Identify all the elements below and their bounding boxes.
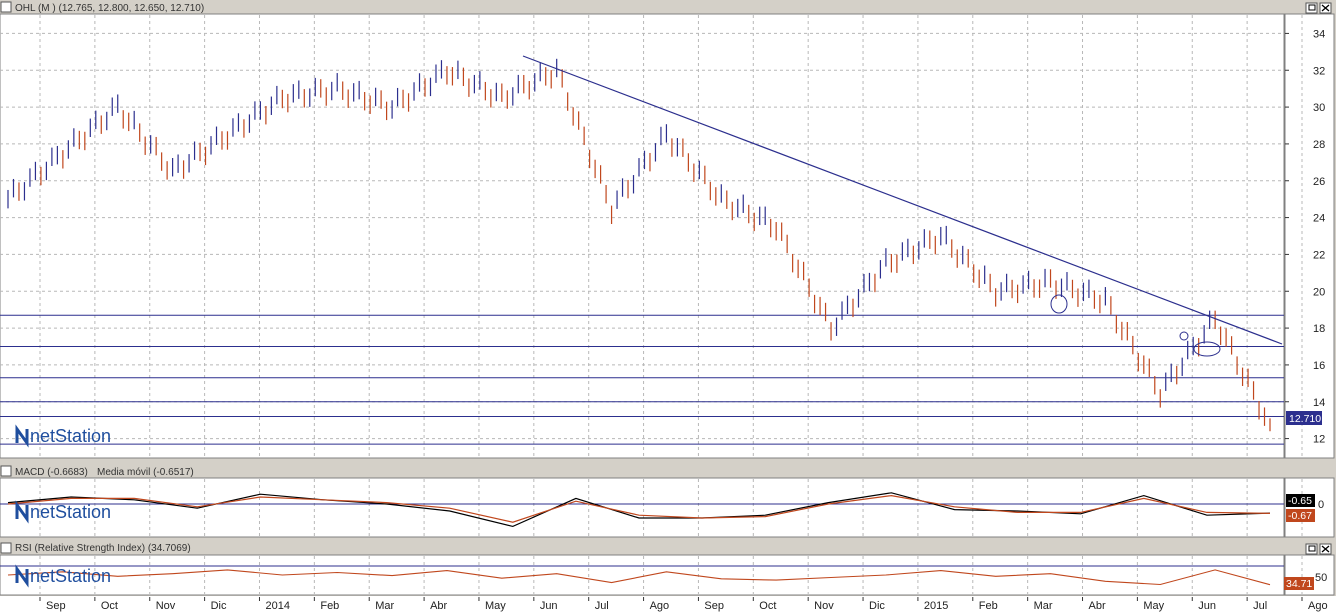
price-annotations [1050,294,1221,357]
x-axis: Sep Oct Nov Dic 2014 Feb Mar Abr May Jun Jul Ago Sep… [39,597,1328,612]
x-tick-label: Oct [759,600,776,612]
rsi-line [7,569,1271,586]
x-tick-label: Nov [814,600,834,612]
panel-icon [0,542,12,554]
annotation-circle [1179,331,1189,341]
netstation-logo-icon [15,424,29,448]
annotation-circle [1050,294,1068,314]
close-icon[interactable] [1319,2,1332,14]
price-plot-area [0,13,1285,459]
x-axis-area [0,596,1336,614]
macd-tag-bg [1286,494,1315,507]
watermark-text: netStation [30,566,111,586]
price-window-controls [1305,2,1332,14]
macd-plot-area [0,477,1285,538]
y-tick-label: 34 [1313,28,1325,40]
price-panel-title: OHL (M ) (12.765, 12.800, 12.650, 12.710… [15,3,204,14]
price-axis-area [1284,13,1335,459]
rsi-window-controls [1305,543,1332,555]
netstation-logo-icon [15,564,29,588]
x-tick-label: Ago [650,600,670,612]
macd-signal-tag: -0.67 [1288,510,1312,522]
macd-ma-label: Media móvil (-0.6517) [97,467,194,478]
price-y-axis: 12 14 16 18 20 22 24 26 28 30 32 34 [1285,28,1325,446]
x-tick-label: May [1143,600,1164,612]
rsi-plot-area [0,554,1285,596]
macd-axis-tick: 0 [1318,499,1324,511]
x-tick-label: Oct [101,600,118,612]
price-title-bar: OHL (M ) (12.765, 12.800, 12.650, 12.710… [0,1,204,14]
x-tick-label: Sep [46,600,66,612]
x-tick-label: Ago [1308,600,1328,612]
x-tick-label: Nov [156,600,176,612]
netstation-logo-icon [15,500,29,524]
x-tick-label: Dic [869,600,885,612]
y-tick-label: 22 [1313,249,1325,261]
x-tick-label: Jun [540,600,558,612]
x-tick-label: Jul [595,600,609,612]
panel-icon [0,465,12,477]
y-tick-label: 24 [1313,213,1325,225]
y-tick-label: 16 [1313,360,1325,372]
close-icon[interactable] [1319,543,1332,555]
x-tick-label: Mar [1034,600,1053,612]
y-tick-label: 32 [1313,65,1325,77]
x-tick-label: Feb [320,600,339,612]
restore-icon[interactable] [1305,2,1318,14]
y-tick-label: 28 [1313,139,1325,151]
x-tick-label: Sep [704,600,724,612]
rsi-axis-tick: 50 [1315,572,1327,584]
macd-signal-tag-bg [1286,509,1315,522]
macd-signal-line [7,494,1271,523]
price-horizontal-levels [0,314,1284,445]
x-tick-label: Abr [1089,600,1106,612]
rsi-panel-label: RSI (Relative Strength Index) (34.7069) [15,543,191,554]
x-tick-label: Feb [979,600,998,612]
y-tick-label: 30 [1313,102,1325,114]
x-tick-label: May [485,600,506,612]
macd-series [7,492,1271,528]
y-tick-label: 14 [1313,397,1325,409]
price-trendline [522,55,1283,345]
annotation-ellipse [1193,341,1221,357]
x-tick-label: 2015 [924,600,948,612]
restore-icon[interactable] [1305,543,1318,555]
price-last-value: 12.710 [1289,413,1321,425]
x-tick-label: Jun [1198,600,1216,612]
x-tick-label: 2014 [265,600,289,612]
price-watermark: netStation [15,424,111,448]
macd-tag: -0.65 [1288,495,1312,507]
y-tick-label: 18 [1313,323,1325,335]
price-grid [0,15,1303,457]
y-tick-label: 12 [1313,434,1325,446]
rsi-grid [39,556,1303,594]
y-tick-label: 26 [1313,176,1325,188]
y-tick-label: 20 [1313,286,1325,298]
price-series [7,58,1271,432]
price-tag-bg [1286,411,1322,425]
macd-panel-label: MACD (-0.6683) [15,467,88,478]
rsi-tag: 34.71 [1286,578,1312,590]
price-last-tag: 12.710 [1286,411,1322,425]
x-tick-label: Mar [375,600,394,612]
rsi-series [7,569,1271,586]
x-tick-label: Jul [1253,600,1267,612]
macd-axis-area [1284,477,1335,538]
watermark-text: netStation [30,502,111,522]
panel-icon [0,1,12,13]
x-tick-label: Dic [211,600,227,612]
watermark-text: netStation [30,426,111,446]
x-tick-label: Abr [430,600,447,612]
rsi-tag-bg [1284,577,1314,590]
